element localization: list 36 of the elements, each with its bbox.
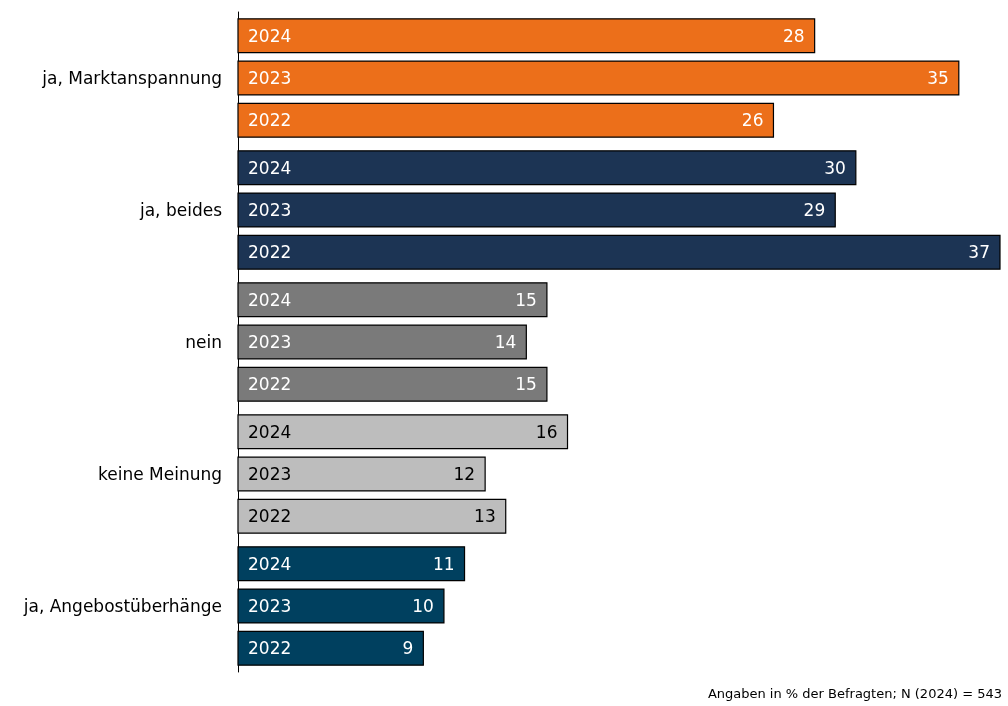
- data-label: 15: [515, 374, 537, 395]
- text: 2024: [248, 553, 292, 574]
- text: 2024: [248, 289, 292, 310]
- series-label: 2023: [248, 332, 292, 352]
- y-tick-label: ja, beides: [138, 200, 223, 220]
- text: 2022: [248, 506, 292, 527]
- text: 2024: [248, 421, 292, 442]
- series-label: 2022: [248, 110, 292, 131]
- data-label: 37: [968, 242, 990, 263]
- text: 2023: [248, 464, 292, 484]
- data-label: 15: [515, 289, 537, 310]
- data-label: 12: [453, 464, 476, 484]
- data-label: 14: [494, 332, 517, 352]
- text: 2023: [248, 68, 292, 88]
- data-label: 30: [824, 157, 846, 178]
- text: 2023: [248, 200, 292, 220]
- data-label: 26: [741, 110, 764, 131]
- data-label: 10: [412, 596, 434, 616]
- text: 2022: [248, 374, 292, 395]
- data-label: 9: [402, 638, 414, 659]
- text: 2022: [248, 242, 292, 263]
- data-label: 29: [803, 200, 826, 220]
- data-label: 13: [474, 506, 496, 527]
- data-label: 16: [535, 421, 558, 442]
- series-label: 2024: [248, 157, 292, 178]
- text: 2023: [248, 596, 292, 616]
- data-label: 11: [432, 553, 455, 574]
- y-tick-label: ja, Marktanspannung: [41, 68, 222, 88]
- text: 2022: [248, 638, 292, 659]
- y-tick-label: ja, Angebostüberhänge: [22, 596, 222, 616]
- y-tick-label: keine Meinung: [97, 464, 222, 484]
- text: Angaben in % der Befragten; N (2024) = 543: [707, 686, 1002, 701]
- data-label: 28: [783, 25, 805, 46]
- text: 2024: [248, 25, 292, 46]
- y-tick-label: nein: [185, 332, 222, 352]
- data-label: 35: [927, 68, 949, 88]
